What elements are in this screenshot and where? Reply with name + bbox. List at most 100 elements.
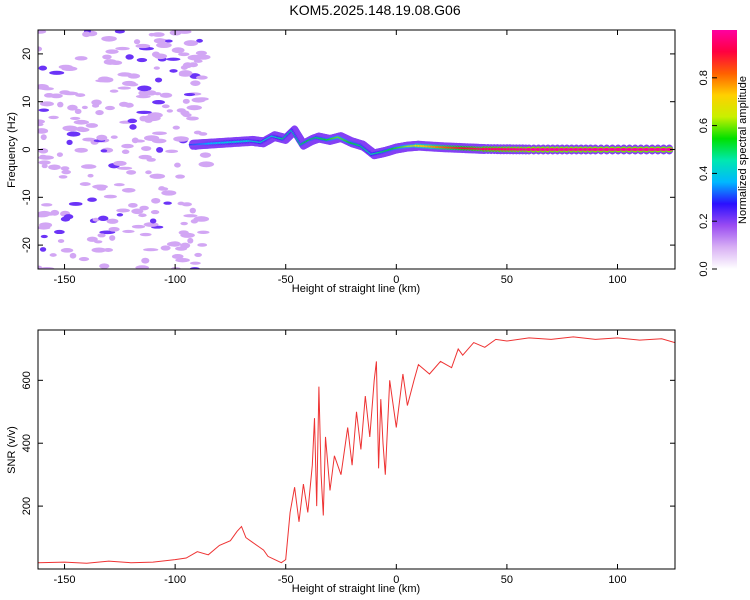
snr-panel: -150 -100 -50 0 50 100 200 400 600 Height of str… — [6, 329, 676, 595]
x-tick-label: 50 — [501, 274, 513, 286]
spectrogram-noise-cell — [66, 131, 81, 137]
spectrogram-noise-cell — [149, 173, 166, 179]
spectrogram-noise-cell — [191, 97, 206, 103]
spectrogram-noise-cell — [61, 169, 72, 175]
spectrogram-noise-cell — [176, 108, 186, 113]
spectrogram-noise-cell — [105, 49, 119, 54]
x-tick-label: -50 — [278, 574, 294, 586]
spectrogram-noise-cell — [116, 213, 124, 217]
spectrogram-noise-cell — [158, 186, 165, 190]
colorbar-tick-label: 0.0 — [698, 261, 710, 276]
spectrogram-noise-cell — [122, 229, 135, 233]
x-tick-label: -150 — [54, 574, 76, 586]
spectrogram-noise-cell — [169, 69, 178, 73]
spectrogram-noise-cell — [91, 247, 107, 253]
spectrogram-noise-cell — [92, 217, 100, 222]
spectrogram-noise-cell — [103, 194, 117, 199]
x-tick-label: 100 — [608, 274, 626, 286]
spectrogram-noise-cell — [197, 243, 208, 247]
spectrogram-ridge-cell — [665, 148, 674, 151]
spectrogram-noise-cell — [188, 62, 198, 68]
spectrogram-noise-cell — [96, 134, 108, 141]
spectrogram-noise-cell — [164, 39, 173, 43]
y-tick-label: 200 — [21, 497, 33, 515]
spectrogram-noise-cell — [189, 261, 201, 265]
spectrogram-noise-cell — [145, 170, 152, 175]
spectrogram-noise-cell — [74, 56, 88, 61]
spectrogram-noise-cell — [101, 35, 117, 42]
spectrogram-noise-cell — [161, 190, 177, 196]
spectrogram-noise-cell — [39, 247, 47, 252]
spectrogram-noise-cell — [153, 38, 166, 44]
colorbar: 0.0 0.2 0.4 0.6 0.8 Normalized spectral ampl… — [698, 30, 749, 277]
spectrogram-noise-cell — [193, 130, 202, 135]
spectrogram-noise-cell — [124, 102, 134, 108]
spectrogram-noise-cell — [98, 76, 112, 82]
spectrogram-noise-cell — [38, 160, 51, 165]
spectrogram-noise-cell — [91, 99, 102, 106]
spectrogram-noise-cell — [154, 77, 163, 83]
spectrogram-noise-cell — [152, 131, 167, 136]
spectrogram-noise-cell — [160, 245, 171, 251]
spectrogram-noise-cell — [56, 152, 63, 157]
spectrogram-noise-cell — [40, 101, 54, 107]
spectrogram-noise-cell — [95, 110, 104, 116]
spectrogram-noise-cell — [148, 32, 155, 37]
colorbar-tick-label: 0.6 — [698, 118, 710, 133]
spectrogram-noise-cell — [166, 57, 181, 61]
spectrogram-noise-cell — [196, 38, 203, 43]
spectrogram-noise-cell — [151, 32, 165, 37]
spectrogram-noise-cell — [186, 116, 199, 121]
spectrogram-noise-cell — [163, 201, 172, 205]
x-tick-label: -150 — [54, 274, 76, 286]
spectrogram-noise-cell — [128, 202, 138, 208]
spectrogram-noise-cell — [117, 166, 133, 170]
spectrogram-noise-cell — [38, 122, 44, 127]
spectrogram-noise-cell — [152, 99, 165, 105]
spectrogram-noise-cell — [121, 143, 134, 149]
spectrogram-noise-cell — [149, 218, 157, 224]
snr-series-line — [38, 336, 675, 564]
spectrogram-noise-cell — [137, 85, 152, 92]
spectrogram-noise-cell — [48, 164, 61, 170]
y-tick-label: -10 — [21, 189, 33, 205]
snr-y-axis-label: SNR (v/v) — [6, 426, 18, 474]
spectrogram-x-axis-label: Height of straight line (km) — [292, 283, 420, 295]
snr-background — [38, 330, 675, 569]
spectrogram-noise-cell — [74, 147, 88, 153]
spectrogram-noise-cell — [127, 118, 138, 124]
spectrogram-noise-cell — [103, 59, 118, 65]
colorbar-tick-label: 0.2 — [698, 214, 710, 229]
spectrogram-noise-cell — [40, 87, 54, 91]
spectrogram-noise-cell — [63, 126, 79, 132]
x-tick-label: 0 — [393, 574, 399, 586]
spectrogram-noise-cell — [197, 230, 210, 235]
spectrogram-noise-cell — [38, 30, 47, 34]
spectrogram-noise-cell — [180, 242, 191, 249]
chart-title: KOM5.2025.148.19.08.G06 — [289, 2, 461, 18]
spectrogram-noise-cell — [106, 218, 119, 224]
spectrogram-noise-cell — [135, 43, 151, 49]
spectrogram-noise-cell — [82, 137, 96, 142]
spectrogram-noise-cell — [150, 210, 160, 215]
spectrogram-noise-cell — [146, 90, 157, 96]
spectrogram-noise-cell — [99, 263, 110, 269]
spectrogram-noise-cell — [195, 50, 208, 56]
spectrogram-noise-cell — [87, 173, 94, 178]
spectrogram-noise-cell — [109, 235, 116, 241]
spectrogram-noise-cell — [131, 224, 146, 229]
x-tick-label: 0 — [393, 274, 399, 286]
spectrogram-noise-cell — [156, 147, 164, 153]
spectrogram-noise-cell — [139, 232, 152, 237]
spectrogram-noise-cell — [86, 236, 98, 242]
spectrogram-image — [38, 30, 674, 269]
spectrogram-noise-cell — [172, 125, 180, 130]
colorbar-ticks: 0.0 0.2 0.4 0.6 0.8 — [698, 70, 717, 277]
spectrogram-noise-cell — [166, 109, 174, 113]
spectrogram-noise-cell — [153, 66, 160, 70]
x-tick-label: 50 — [501, 574, 513, 586]
spectrogram-noise-cell — [38, 108, 50, 112]
spectrogram-noise-cell — [49, 70, 65, 75]
y-tick-label: 600 — [21, 371, 33, 389]
